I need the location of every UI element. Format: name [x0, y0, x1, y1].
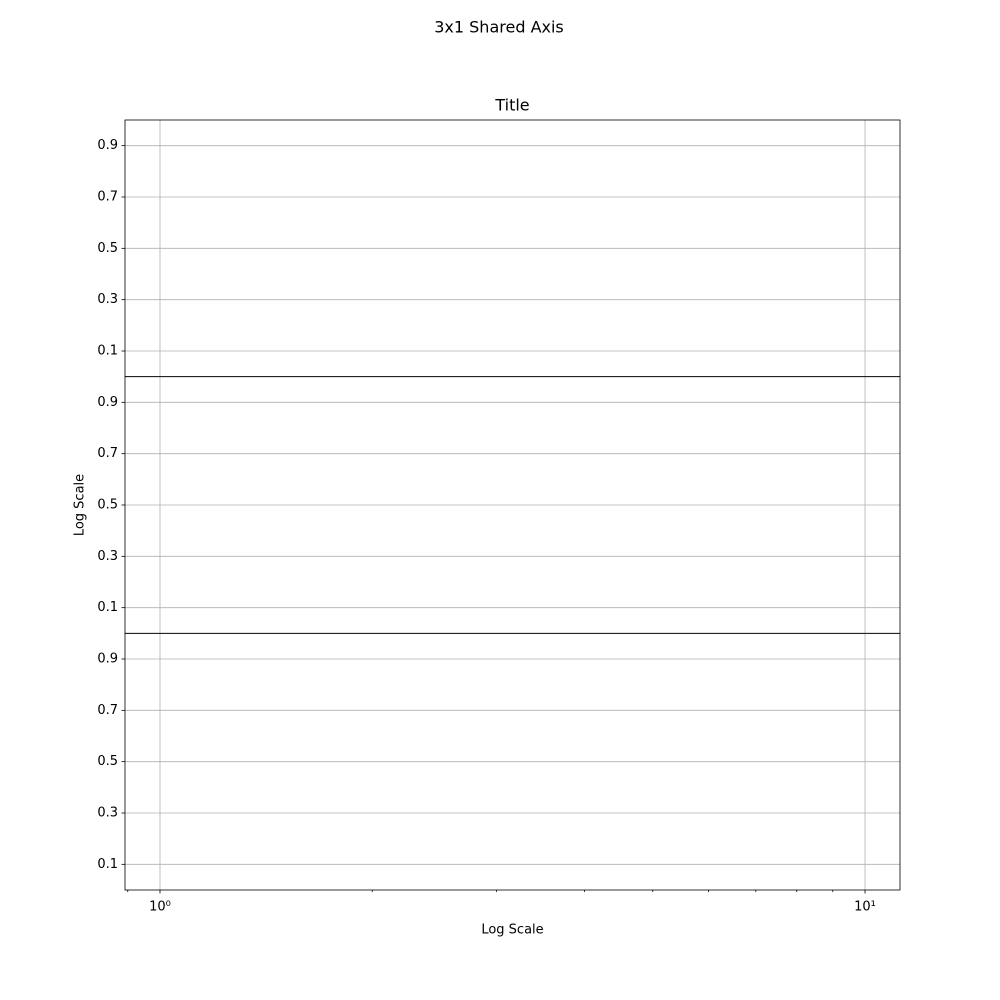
- y-tick-label: 0.3: [97, 549, 118, 564]
- y-tick-label: 0.9: [97, 652, 118, 667]
- y-tick-label: 0.9: [97, 395, 118, 410]
- figure-title: 3x1 Shared Axis: [434, 18, 564, 37]
- y-tick-label: 0.7: [97, 446, 118, 461]
- y-tick-label: 0.3: [97, 292, 118, 307]
- y-tick-label: 0.9: [97, 138, 118, 153]
- y-tick-label: 0.5: [97, 241, 118, 256]
- y-tick-label: 0.1: [97, 857, 118, 872]
- y-tick-label: 0.7: [97, 703, 118, 718]
- y-tick-label: 0.1: [97, 600, 118, 615]
- x-tick-label: 10⁰: [149, 900, 171, 915]
- axes-title: Title: [494, 96, 529, 115]
- y-tick-label: 0.3: [97, 806, 118, 821]
- y-tick-label: 0.1: [97, 344, 118, 359]
- axes-frame: [124, 632, 901, 891]
- y-tick-label: 0.7: [97, 190, 118, 205]
- y-axis-label: Log Scale: [73, 474, 88, 536]
- x-tick-label: 10¹: [854, 900, 876, 915]
- y-tick-label: 0.5: [97, 498, 118, 513]
- y-tick-label: 0.5: [97, 754, 118, 769]
- x-axis-label: Log Scale: [481, 923, 543, 938]
